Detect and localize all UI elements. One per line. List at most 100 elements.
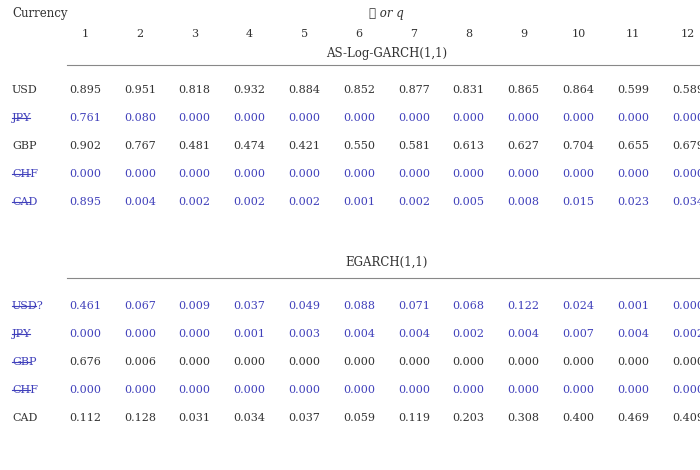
Text: 0.009: 0.009 [178, 301, 211, 311]
Text: 0.000: 0.000 [124, 169, 156, 179]
Text: 0.613: 0.613 [453, 141, 484, 151]
Text: 0.112: 0.112 [69, 413, 101, 423]
Text: 0.000: 0.000 [453, 113, 484, 123]
Text: 0.884: 0.884 [288, 85, 321, 95]
Text: USD: USD [12, 85, 38, 95]
Text: 0.000: 0.000 [124, 329, 156, 339]
Text: 0.004: 0.004 [508, 329, 540, 339]
Text: 0.005: 0.005 [453, 197, 484, 207]
Text: 0.000: 0.000 [508, 113, 540, 123]
Text: 0.002: 0.002 [672, 329, 700, 339]
Text: 0.679: 0.679 [672, 141, 700, 151]
Text: 0.000: 0.000 [562, 385, 594, 395]
Text: 0.655: 0.655 [617, 141, 649, 151]
Text: 0.000: 0.000 [178, 329, 211, 339]
Text: 0.589: 0.589 [672, 85, 700, 95]
Text: 0.627: 0.627 [508, 141, 540, 151]
Text: 0.000: 0.000 [617, 113, 649, 123]
Text: 0.469: 0.469 [617, 413, 649, 423]
Text: CAD: CAD [12, 197, 37, 207]
Text: 0.474: 0.474 [234, 141, 265, 151]
Text: 0.000: 0.000 [508, 169, 540, 179]
Text: USD?: USD? [12, 301, 43, 311]
Text: 0.034: 0.034 [672, 197, 700, 207]
Text: 0.000: 0.000 [288, 385, 321, 395]
Text: 0.865: 0.865 [508, 85, 540, 95]
Text: 0.000: 0.000 [124, 385, 156, 395]
Text: 0.001: 0.001 [234, 329, 265, 339]
Text: 0.000: 0.000 [672, 385, 700, 395]
Text: 0.000: 0.000 [288, 169, 321, 179]
Text: GBP: GBP [12, 141, 36, 151]
Text: 0.071: 0.071 [398, 301, 430, 311]
Text: 0.080: 0.080 [124, 113, 156, 123]
Text: 0.902: 0.902 [69, 141, 101, 151]
Text: 0.000: 0.000 [69, 329, 101, 339]
Text: 0.088: 0.088 [343, 301, 375, 311]
Text: 0.818: 0.818 [178, 85, 211, 95]
Text: 4: 4 [246, 29, 253, 39]
Text: 0.004: 0.004 [343, 329, 375, 339]
Text: 0.308: 0.308 [508, 413, 540, 423]
Text: 0.000: 0.000 [453, 385, 484, 395]
Text: 0.400: 0.400 [562, 413, 594, 423]
Text: 0.000: 0.000 [178, 169, 211, 179]
Text: 5: 5 [301, 29, 308, 39]
Text: 11: 11 [626, 29, 641, 39]
Text: CHF: CHF [12, 169, 38, 179]
Text: 0.002: 0.002 [453, 329, 484, 339]
Text: 0.852: 0.852 [343, 85, 375, 95]
Text: 0.000: 0.000 [343, 113, 375, 123]
Text: Currency: Currency [12, 8, 67, 21]
Text: 8: 8 [466, 29, 472, 39]
Text: 0.000: 0.000 [672, 169, 700, 179]
Text: 0.122: 0.122 [508, 301, 540, 311]
Text: 0.000: 0.000 [562, 113, 594, 123]
Text: 0.000: 0.000 [343, 357, 375, 367]
Text: ℓ or q: ℓ or q [369, 8, 404, 21]
Text: 6: 6 [356, 29, 363, 39]
Text: AS-Log-GARCH(1,1): AS-Log-GARCH(1,1) [326, 47, 447, 61]
Text: 0.895: 0.895 [69, 85, 101, 95]
Text: CHF: CHF [12, 385, 38, 395]
Text: 0.000: 0.000 [672, 301, 700, 311]
Text: 9: 9 [520, 29, 527, 39]
Text: 0.000: 0.000 [343, 169, 375, 179]
Text: 0.761: 0.761 [69, 113, 101, 123]
Text: 0.000: 0.000 [178, 385, 211, 395]
Text: 0.001: 0.001 [617, 301, 649, 311]
Text: 0.004: 0.004 [398, 329, 430, 339]
Text: CAD: CAD [12, 413, 37, 423]
Text: 0.002: 0.002 [234, 197, 265, 207]
Text: 0.932: 0.932 [234, 85, 265, 95]
Text: 0.002: 0.002 [178, 197, 211, 207]
Text: 0.676: 0.676 [69, 357, 101, 367]
Text: 0.000: 0.000 [453, 169, 484, 179]
Text: 0.000: 0.000 [508, 385, 540, 395]
Text: 0.000: 0.000 [562, 357, 594, 367]
Text: 0.000: 0.000 [508, 357, 540, 367]
Text: 0.008: 0.008 [508, 197, 540, 207]
Text: 0.000: 0.000 [398, 385, 430, 395]
Text: 0.034: 0.034 [234, 413, 265, 423]
Text: 0.128: 0.128 [124, 413, 156, 423]
Text: 0.831: 0.831 [453, 85, 484, 95]
Text: 0.001: 0.001 [343, 197, 375, 207]
Text: 0.000: 0.000 [398, 357, 430, 367]
Text: 0.002: 0.002 [288, 197, 321, 207]
Text: 0.000: 0.000 [672, 357, 700, 367]
Text: 0.951: 0.951 [124, 85, 156, 95]
Text: JPY: JPY [12, 113, 32, 123]
Text: 0.037: 0.037 [234, 301, 265, 311]
Text: GBP: GBP [12, 357, 36, 367]
Text: 0.000: 0.000 [69, 169, 101, 179]
Text: 0.599: 0.599 [617, 85, 649, 95]
Text: 0.000: 0.000 [398, 169, 430, 179]
Text: 0.015: 0.015 [562, 197, 594, 207]
Text: 0.864: 0.864 [562, 85, 594, 95]
Text: 0.895: 0.895 [69, 197, 101, 207]
Text: 12: 12 [681, 29, 695, 39]
Text: 0.002: 0.002 [398, 197, 430, 207]
Text: 0.003: 0.003 [288, 329, 321, 339]
Text: 2: 2 [136, 29, 144, 39]
